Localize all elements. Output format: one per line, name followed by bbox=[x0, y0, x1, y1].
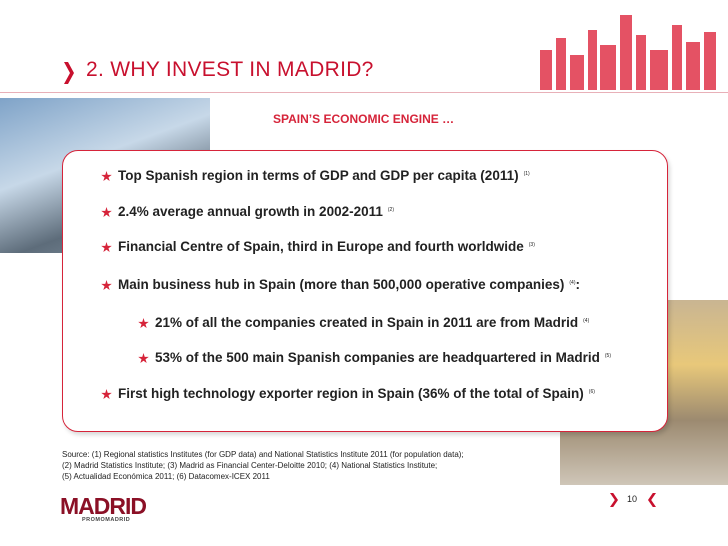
source-line: Source: (1) Regional statistics Institut… bbox=[62, 450, 464, 459]
bullet-star bbox=[138, 318, 149, 329]
source-line: (5) Actualidad Económica 2011; (6) Datac… bbox=[62, 472, 270, 481]
footnote-ref: (3) bbox=[528, 241, 535, 248]
content-box bbox=[62, 150, 668, 432]
footnote-ref: (1) bbox=[523, 170, 530, 177]
bullet: Financial Centre of Spain, third in Euro… bbox=[118, 239, 535, 254]
bullet-text: 53% of the 500 main Spanish companies ar… bbox=[155, 350, 600, 365]
bullet-text: First high technology exporter region in… bbox=[118, 386, 584, 401]
bullet-text: Financial Centre of Spain, third in Euro… bbox=[118, 239, 524, 254]
bullet-star bbox=[101, 389, 112, 400]
footnote-ref: (2) bbox=[387, 206, 394, 213]
bullet-tail: : bbox=[575, 277, 581, 292]
subtitle: SPAIN’S ECONOMIC ENGINE … bbox=[273, 112, 455, 126]
bullet-text: Top Spanish region in terms of GDP and G… bbox=[118, 168, 519, 183]
bullet: First high technology exporter region in… bbox=[118, 386, 595, 401]
bullet-star bbox=[138, 353, 149, 364]
footnote-ref: (4) bbox=[583, 317, 590, 324]
bullet-text: Main business hub in Spain (more than 50… bbox=[118, 277, 565, 292]
page-number: 10 bbox=[627, 494, 638, 504]
chevron bbox=[648, 493, 656, 507]
sources: Source: (1) Regional statistics Institut… bbox=[62, 449, 464, 482]
bullet-text: 2.4% average annual growth in 2002-2011 bbox=[118, 204, 383, 219]
chevron bbox=[64, 62, 74, 84]
skyline bbox=[540, 15, 716, 90]
header-rule bbox=[0, 92, 728, 93]
bullet: 21% of all the companies created in Spai… bbox=[155, 315, 589, 330]
footnote-ref: (6) bbox=[588, 388, 595, 395]
bullet-star bbox=[101, 242, 112, 253]
title: 2. WHY INVEST IN MADRID? bbox=[86, 58, 374, 81]
bullet: Main business hub in Spain (more than 50… bbox=[118, 277, 580, 292]
logo-subtitle: PROMOMADRID bbox=[82, 517, 131, 523]
chevron bbox=[610, 493, 618, 507]
footnote-ref: (4) bbox=[569, 279, 576, 286]
bullet-text: 21% of all the companies created in Spai… bbox=[155, 315, 579, 330]
footnote-ref: (5) bbox=[604, 352, 612, 359]
bullet-star bbox=[101, 207, 112, 218]
bullet-star bbox=[101, 171, 112, 182]
bullet: 2.4% average annual growth in 2002-2011 (… bbox=[118, 204, 394, 219]
logo: MADRID bbox=[60, 493, 147, 519]
bullet: 53% of the 500 main Spanish companies ar… bbox=[155, 350, 611, 365]
bullet-star bbox=[101, 280, 112, 291]
source-line: (2) Madrid Statistics Institute; (3) Mad… bbox=[62, 461, 438, 470]
bullet: Top Spanish region in terms of GDP and G… bbox=[118, 168, 530, 183]
